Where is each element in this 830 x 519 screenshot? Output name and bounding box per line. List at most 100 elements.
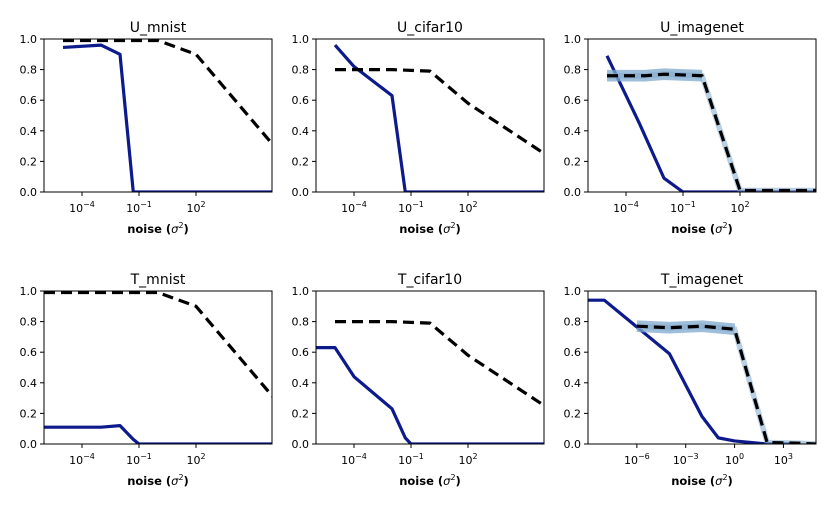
panel-U_mnist: 0.0 0.2 0.4 0.6 0.8 1.0 10−4 10−1 102 U_mnistnois… xyxy=(20,20,273,236)
x-tick-label: 102 xyxy=(186,200,205,215)
y-tick-label: 0.8 xyxy=(292,64,310,77)
x-axis-label: noise (σ2) xyxy=(671,473,733,488)
y-tick-label: 0.2 xyxy=(20,155,38,168)
series-line-dashed xyxy=(636,324,816,444)
panel-title: U_mnist xyxy=(130,20,187,36)
y-tick-label: 0.4 xyxy=(564,377,582,390)
y-tick-label: 0.8 xyxy=(564,64,582,77)
y-tick-label: 0.2 xyxy=(564,155,582,168)
y-tick-label: 0.6 xyxy=(564,346,582,359)
panel-title: U_imagenet xyxy=(660,20,744,36)
x-axis-label: noise (σ2) xyxy=(399,221,461,236)
x-axis-label: noise (σ2) xyxy=(127,221,189,236)
axes-frame xyxy=(587,38,817,193)
series-shadow-dashed xyxy=(607,71,816,192)
x-tick-label: 10−1 xyxy=(670,200,696,215)
x-tick-label: 102 xyxy=(730,200,749,215)
x-tick-label: 10−4 xyxy=(613,200,639,215)
x-tick-label: 102 xyxy=(186,452,205,467)
x-tick-label: 102 xyxy=(458,200,477,215)
y-tick-label: 0.6 xyxy=(20,94,38,107)
plot-area xyxy=(588,298,816,444)
series-line-solid xyxy=(44,424,272,444)
y-tick-label: 0.0 xyxy=(20,186,38,199)
plot-area xyxy=(605,55,816,192)
panel-U_cifar10: 0.0 0.2 0.4 0.6 0.8 1.0 10−4 10−1 102 U_cifar10no… xyxy=(292,20,545,236)
y-tick-label: 0.8 xyxy=(20,316,38,329)
series-line-solid xyxy=(316,346,544,444)
y-tick-label: 0.8 xyxy=(292,316,310,329)
plot-area xyxy=(62,39,272,192)
y-tick-label: 0.0 xyxy=(564,186,582,199)
plot-area xyxy=(44,291,272,444)
x-axis-label: noise (σ2) xyxy=(671,221,733,236)
y-tick-label: 0.0 xyxy=(292,186,310,199)
plot-area xyxy=(316,320,544,444)
panel-T_imagenet: 0.0 0.2 0.4 0.6 0.8 1.0 10−6 10−3 100 103 T_imagen… xyxy=(564,272,817,488)
series-line-dashed xyxy=(335,320,544,408)
y-tick-label: 1.0 xyxy=(564,33,582,46)
x-tick-label: 10−1 xyxy=(126,200,152,215)
panel-title: T_mnist xyxy=(130,272,186,288)
y-tick-label: 0.2 xyxy=(292,155,310,168)
y-tick-label: 1.0 xyxy=(20,285,38,298)
series-line-solid xyxy=(333,44,544,192)
x-tick-label: 10−4 xyxy=(69,452,95,467)
y-tick-label: 0.4 xyxy=(292,125,310,138)
y-tick-label: 0.6 xyxy=(20,346,38,359)
series-line-solid xyxy=(605,55,816,192)
y-tick-label: 0.6 xyxy=(292,94,310,107)
y-tick-label: 1.0 xyxy=(20,33,38,46)
panel-title: T_cifar10 xyxy=(397,272,462,288)
series-line-dashed xyxy=(335,67,544,156)
y-tick-label: 0.6 xyxy=(564,94,582,107)
series-line-solid xyxy=(588,298,800,444)
y-tick-label: 0.8 xyxy=(564,316,582,329)
x-tick-label: 10−4 xyxy=(341,452,367,467)
x-tick-label: 10−4 xyxy=(341,200,367,215)
y-tick-label: 0.6 xyxy=(292,346,310,359)
x-tick-label: 100 xyxy=(725,452,744,467)
y-tick-label: 1.0 xyxy=(292,33,310,46)
panel-T_mnist: 0.0 0.2 0.4 0.6 0.8 1.0 10−4 10−1 102 T_mnistnois… xyxy=(20,272,273,488)
plot-area xyxy=(333,44,544,192)
axes-frame xyxy=(43,290,273,445)
y-tick-label: 0.8 xyxy=(20,64,38,77)
series-shadow-dashed xyxy=(636,323,816,444)
axes-frame xyxy=(587,290,817,445)
axes-frame xyxy=(315,38,545,193)
x-tick-label: 10−1 xyxy=(398,200,424,215)
x-tick-label: 10−1 xyxy=(398,452,424,467)
y-tick-label: 0.4 xyxy=(20,377,38,390)
y-tick-label: 1.0 xyxy=(292,285,310,298)
y-tick-label: 0.4 xyxy=(20,125,38,138)
axes-frame xyxy=(315,290,545,445)
series-line-solid xyxy=(62,43,272,192)
axes-frame xyxy=(43,38,273,193)
y-tick-label: 0.2 xyxy=(292,407,310,420)
y-tick-label: 0.0 xyxy=(20,438,38,451)
x-tick-label: 102 xyxy=(458,452,477,467)
panel-T_cifar10: 0.0 0.2 0.4 0.6 0.8 1.0 10−4 10−1 102 T_cifar10no… xyxy=(292,272,545,488)
panel-title: U_cifar10 xyxy=(397,20,463,36)
x-tick-label: 10−6 xyxy=(624,452,650,467)
y-tick-label: 0.0 xyxy=(564,438,582,451)
x-tick-label: 10−4 xyxy=(69,200,95,215)
x-tick-label: 10−3 xyxy=(673,452,699,467)
panel-U_imagenet: 0.0 0.2 0.4 0.6 0.8 1.0 10−4 10−1 102 U_imagenetn… xyxy=(564,20,817,236)
y-tick-label: 0.0 xyxy=(292,438,310,451)
x-axis-label: noise (σ2) xyxy=(399,473,461,488)
series-line-dashed xyxy=(44,291,272,399)
x-axis-label: noise (σ2) xyxy=(127,473,189,488)
series-line-dashed xyxy=(607,72,816,192)
y-tick-label: 1.0 xyxy=(564,285,582,298)
y-tick-label: 0.4 xyxy=(292,377,310,390)
y-tick-label: 0.2 xyxy=(564,407,582,420)
x-tick-label: 10−1 xyxy=(126,452,152,467)
series-line-dashed xyxy=(63,39,272,147)
y-tick-label: 0.2 xyxy=(20,407,38,420)
panel-title: T_imagenet xyxy=(660,272,744,288)
y-tick-label: 0.4 xyxy=(564,125,582,138)
x-tick-label: 103 xyxy=(774,452,793,467)
